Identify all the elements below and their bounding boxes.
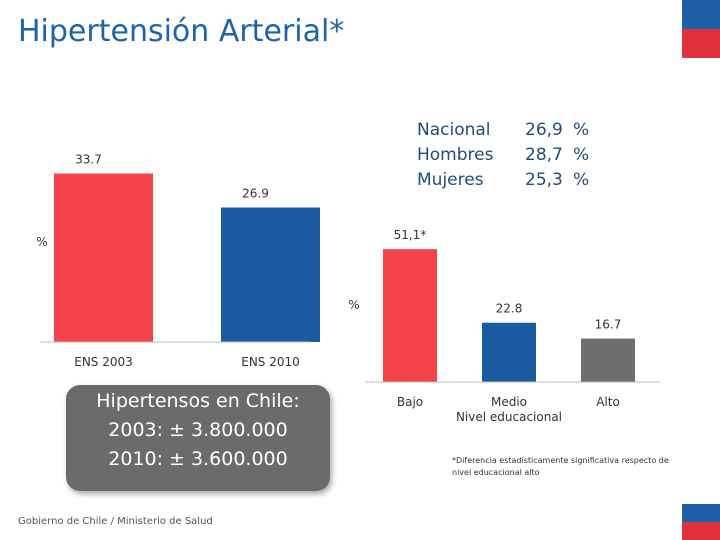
- stat-value: 25,3: [525, 170, 563, 190]
- x-axis-label: Nivel educacional: [456, 410, 562, 424]
- stat-row-nacional: Nacional 26,9 %: [417, 118, 589, 143]
- tick-label: Alto: [596, 395, 620, 409]
- chile-flag-icon: [682, 504, 720, 540]
- bar: [221, 207, 320, 342]
- stat-value: 26,9: [525, 120, 563, 140]
- footnote: *Diferencia estadísticamente significati…: [452, 456, 669, 477]
- stat-unit: %: [573, 145, 590, 165]
- stat-label: Hombres: [417, 145, 494, 165]
- stat-row-mujeres: Mujeres 25,3 %: [417, 168, 589, 193]
- data-label: 51,1*: [394, 228, 427, 242]
- info-box-line-2003: 2003: ± 3.800.000: [108, 419, 288, 441]
- data-label: 16.7: [595, 318, 622, 332]
- stat-row-hombres: Hombres 28,7 %: [417, 143, 589, 168]
- data-label: 22.8: [496, 302, 523, 316]
- stat-label: Mujeres: [417, 170, 484, 190]
- data-label: 33.7: [75, 153, 102, 167]
- tick-label: Bajo: [397, 395, 423, 409]
- stat-unit: %: [573, 170, 590, 190]
- info-box-line-2010: 2010: ± 3.600.000: [108, 448, 288, 470]
- tick-label: ENS 2010: [241, 355, 300, 369]
- bar: [383, 249, 437, 382]
- page-title: Hipertensión Arterial*: [18, 14, 345, 49]
- stat-unit: %: [573, 120, 590, 140]
- national-stats: Nacional 26,9 % Hombres 28,7 % Mujeres 2…: [417, 118, 589, 193]
- info-box-heading: Hipertensos en Chile:: [96, 390, 300, 412]
- footer-text: Gobierno de Chile / Ministerio de Salud: [18, 516, 213, 527]
- bar: [581, 338, 635, 382]
- y-axis-label: %: [36, 235, 47, 249]
- chile-flag-icon: [682, 0, 720, 58]
- y-axis-label: %: [348, 298, 359, 312]
- stat-value: 28,7: [525, 145, 563, 165]
- tick-label: Medio: [491, 395, 527, 409]
- bar: [482, 322, 536, 382]
- stat-label: Nacional: [417, 120, 491, 140]
- bar: [54, 173, 153, 342]
- data-label: 26.9: [242, 187, 269, 201]
- tick-label: ENS 2003: [74, 355, 133, 369]
- hypertensive-count-box: Hipertensos en Chile: 2003: ± 3.800.000 …: [66, 385, 330, 491]
